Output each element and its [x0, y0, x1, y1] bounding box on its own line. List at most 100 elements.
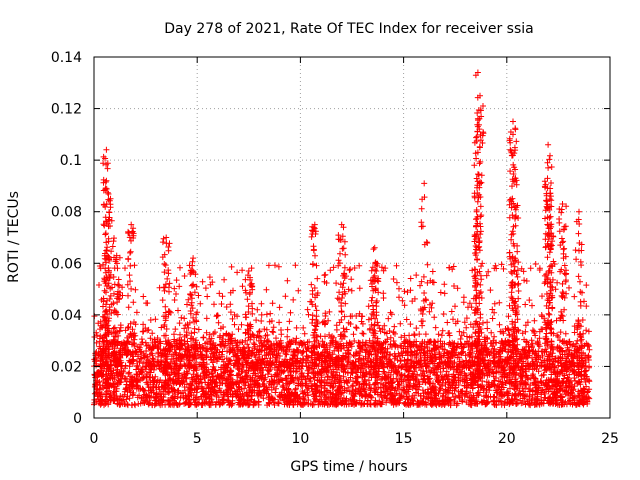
data-point — [575, 369, 582, 376]
data-point — [510, 118, 516, 125]
data-point — [368, 267, 375, 274]
data-point — [308, 233, 315, 240]
data-point — [372, 397, 379, 404]
data-point — [369, 294, 376, 301]
data-point — [104, 165, 111, 172]
data-point — [385, 315, 392, 322]
data-point — [268, 373, 275, 380]
data-point — [476, 160, 483, 167]
data-point — [311, 374, 318, 381]
data-point — [515, 295, 522, 302]
data-point — [421, 290, 428, 296]
data-point — [382, 339, 389, 346]
data-point — [286, 318, 293, 325]
data-point — [182, 374, 189, 381]
data-point — [572, 377, 578, 384]
data-point — [312, 252, 318, 259]
data-point — [273, 335, 279, 342]
data-point — [540, 371, 547, 378]
data-point — [203, 348, 210, 355]
data-point — [150, 366, 157, 373]
data-point — [438, 332, 445, 339]
data-point — [227, 309, 234, 316]
data-point — [125, 304, 132, 311]
data-point — [449, 390, 456, 397]
data-point — [127, 249, 133, 256]
data-point — [325, 373, 332, 380]
data-point — [245, 268, 252, 274]
data-point — [322, 385, 329, 392]
data-point — [126, 369, 133, 376]
data-point — [190, 255, 197, 262]
data-point — [440, 365, 447, 372]
data-point — [213, 313, 220, 320]
data-point — [585, 328, 592, 335]
data-point — [514, 273, 521, 280]
data-point — [340, 325, 347, 332]
data-point — [529, 395, 536, 401]
data-point — [471, 162, 478, 169]
data-point — [260, 395, 267, 402]
data-point — [304, 392, 311, 399]
data-point — [208, 335, 215, 342]
data-point — [125, 324, 132, 330]
data-point — [117, 322, 124, 329]
data-point — [106, 209, 113, 216]
data-point — [269, 328, 276, 335]
data-point — [161, 261, 168, 267]
data-point — [125, 255, 132, 262]
data-point — [413, 325, 420, 332]
data-point — [267, 355, 274, 362]
data-point — [444, 319, 451, 326]
data-point — [191, 325, 198, 332]
data-point — [478, 263, 484, 270]
data-point — [161, 287, 168, 294]
data-point — [437, 369, 444, 375]
data-point — [424, 261, 431, 268]
data-point — [471, 193, 478, 200]
data-point — [396, 382, 403, 389]
data-point — [219, 348, 226, 355]
data-point — [159, 297, 166, 304]
data-point — [304, 367, 311, 374]
data-point — [366, 381, 373, 388]
data-point — [523, 338, 530, 345]
data-point — [272, 389, 279, 396]
data-point — [122, 365, 128, 372]
data-point — [157, 377, 164, 384]
data-point — [370, 246, 377, 253]
data-point — [359, 330, 366, 337]
data-point — [492, 401, 498, 408]
data-point — [171, 336, 178, 343]
data-point — [309, 312, 316, 319]
chart-title: Day 278 of 2021, Rate Of TEC Index for r… — [164, 21, 533, 37]
data-point — [414, 371, 421, 378]
data-point — [172, 326, 179, 333]
data-point — [131, 262, 138, 269]
data-point — [140, 350, 147, 357]
data-point — [149, 330, 156, 337]
data-point — [349, 383, 356, 390]
data-point — [263, 311, 270, 318]
data-point — [292, 385, 299, 392]
data-point — [480, 319, 486, 326]
data-point — [203, 361, 210, 368]
data-point — [506, 135, 513, 142]
data-point — [123, 396, 130, 403]
data-point — [143, 342, 150, 349]
data-point — [103, 289, 109, 296]
data-point — [126, 272, 133, 279]
data-point — [212, 367, 219, 374]
data-point — [104, 244, 111, 251]
data-point — [421, 180, 428, 187]
data-point — [372, 379, 379, 386]
data-point — [137, 356, 144, 362]
data-point — [333, 326, 340, 333]
data-point — [177, 331, 183, 338]
data-point — [557, 393, 564, 400]
data-point — [188, 292, 195, 299]
data-point — [221, 343, 228, 350]
data-point — [361, 401, 368, 407]
data-point — [342, 251, 349, 258]
